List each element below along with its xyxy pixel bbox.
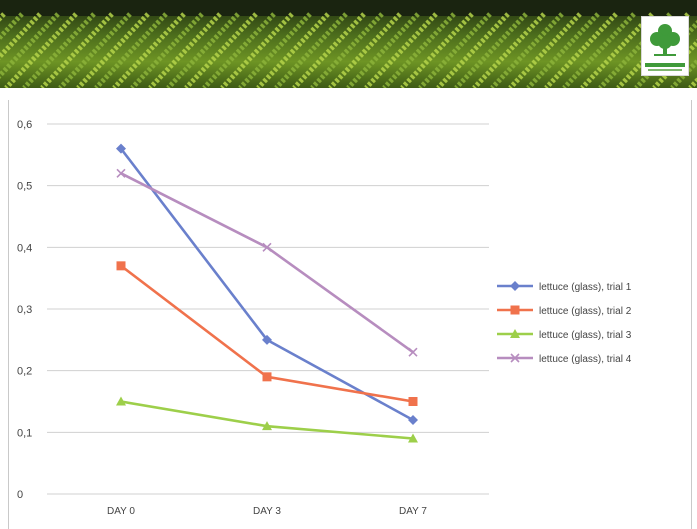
crop-row xyxy=(346,12,420,88)
data-point xyxy=(262,242,272,252)
crop-row xyxy=(400,12,474,88)
crop-row xyxy=(4,12,78,88)
series-2 xyxy=(116,261,418,406)
legend-marker xyxy=(510,281,520,291)
crop-row xyxy=(0,12,24,41)
crop-row xyxy=(58,12,132,88)
legend-item: lettuce (glass), trial 1 xyxy=(497,281,632,293)
legend-marker xyxy=(510,353,520,363)
crop-row xyxy=(454,12,528,88)
crop-row xyxy=(22,12,96,88)
y-tick-label: 0,4 xyxy=(17,242,32,254)
x-tick-label: DAY 3 xyxy=(253,506,281,517)
green-tree-logo xyxy=(641,16,689,76)
crop-row xyxy=(220,12,294,88)
legend-label: lettuce (glass), trial 2 xyxy=(539,306,632,317)
crop-row xyxy=(508,12,582,88)
crop-row xyxy=(562,12,636,88)
y-tick-label: 0,6 xyxy=(17,119,32,131)
crop-row xyxy=(310,12,384,88)
crop-row xyxy=(184,12,258,88)
crop-row xyxy=(382,12,456,88)
data-point xyxy=(408,347,418,357)
legend-marker xyxy=(510,305,520,315)
legend: lettuce (glass), trial 1 lettuce (glass),… xyxy=(497,281,632,365)
crop-row xyxy=(0,12,42,60)
crop-row xyxy=(274,12,348,88)
series-line xyxy=(120,400,414,440)
legend-label: lettuce (glass), trial 4 xyxy=(539,354,632,365)
crop-row xyxy=(436,12,510,88)
crop-row xyxy=(112,12,186,88)
data-point xyxy=(262,334,272,345)
series-3 xyxy=(116,396,418,443)
data-point xyxy=(408,397,418,406)
crop-row xyxy=(472,12,546,88)
crop-row xyxy=(0,12,60,79)
crop-row xyxy=(418,12,492,88)
field-banner-image xyxy=(0,0,697,88)
y-tick-label: 0 xyxy=(17,489,23,501)
crop-row xyxy=(256,12,330,88)
legend-item: lettuce (glass), trial 2 xyxy=(497,305,632,317)
crop-row xyxy=(148,12,222,88)
chart-area: 0 0,1 0,2 0,3 0,4 0,5 0,6 DAY 0 DAY 3 DAY 7 lett… xyxy=(8,100,692,529)
data-point xyxy=(116,143,126,154)
crop-row xyxy=(526,12,600,88)
crop-row xyxy=(364,12,438,88)
data-point xyxy=(262,421,272,431)
data-point xyxy=(408,433,418,443)
banner-treeline xyxy=(0,0,697,16)
crop-row xyxy=(202,12,276,88)
legend-marker xyxy=(510,329,520,338)
x-axis-ticks: DAY 0 DAY 3 DAY 7 xyxy=(107,506,427,517)
crop-row xyxy=(130,12,204,88)
crop-row xyxy=(490,12,564,88)
crop-row xyxy=(94,12,168,88)
crop-row xyxy=(328,12,402,88)
series-line xyxy=(120,172,414,354)
legend-item: lettuce (glass), trial 4 xyxy=(497,353,632,365)
x-tick-label: DAY 0 xyxy=(107,506,135,517)
legend-label: lettuce (glass), trial 1 xyxy=(539,282,632,293)
crop-row xyxy=(292,12,366,88)
crop-row xyxy=(40,12,114,88)
y-tick-label: 0,2 xyxy=(17,366,32,378)
crop-rows-pattern xyxy=(0,0,697,88)
y-axis-ticks: 0 0,1 0,2 0,3 0,4 0,5 0,6 xyxy=(17,119,32,501)
tree-icon xyxy=(645,20,685,71)
crop-row xyxy=(544,12,618,88)
crop-row xyxy=(238,12,312,88)
y-tick-label: 0,1 xyxy=(17,427,32,439)
crop-row xyxy=(652,38,697,88)
y-tick-label: 0,5 xyxy=(17,181,32,193)
gridlines xyxy=(47,123,489,495)
data-point xyxy=(262,372,272,382)
legend-label: lettuce (glass), trial 3 xyxy=(539,330,632,341)
series-lines xyxy=(116,143,418,443)
data-point xyxy=(116,168,126,178)
data-point xyxy=(116,396,126,406)
x-tick-label: DAY 7 xyxy=(399,506,427,517)
line-chart: 0 0,1 0,2 0,3 0,4 0,5 0,6 DAY 0 DAY 3 DAY 7 lett… xyxy=(17,119,632,517)
data-point xyxy=(408,415,418,425)
legend-item: lettuce (glass), trial 3 xyxy=(497,329,632,341)
y-tick-label: 0,3 xyxy=(17,304,32,316)
crop-row xyxy=(76,12,150,88)
crop-row xyxy=(166,12,240,88)
series-4 xyxy=(116,168,418,357)
crop-row xyxy=(580,12,654,88)
data-point xyxy=(116,261,126,271)
